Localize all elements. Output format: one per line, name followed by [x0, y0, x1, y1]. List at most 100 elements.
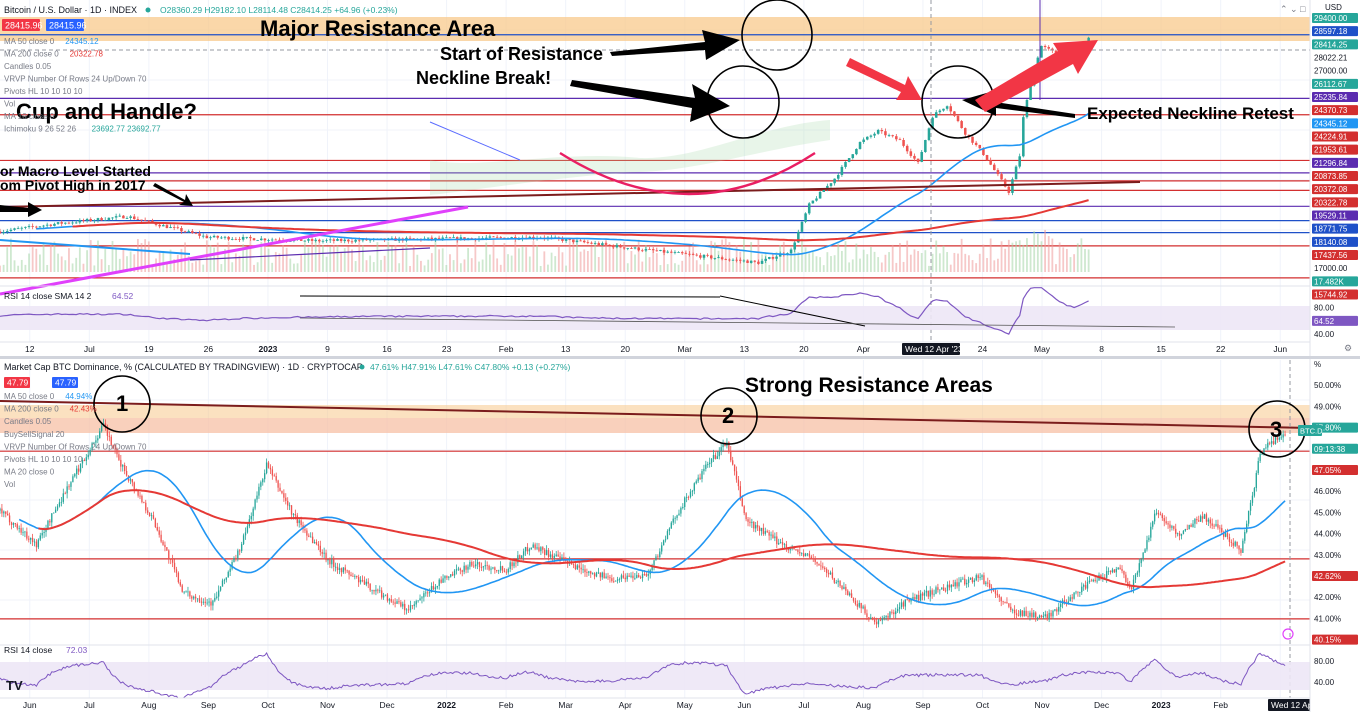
bottom-indicator-row[interactable]: MA 20 close 0 — [4, 468, 55, 477]
top-candle — [191, 229, 194, 234]
bottom-candle — [200, 597, 203, 607]
bottom-candle — [54, 506, 57, 513]
top-indicator-row[interactable]: Candles 0.05 — [4, 62, 52, 71]
top-candle — [201, 233, 205, 239]
bottom-candle — [578, 561, 580, 573]
top-candle — [895, 134, 898, 142]
svg-text:Vol: Vol — [4, 480, 15, 489]
top-window-controls[interactable]: ⌃ ⌄ □ — [1280, 4, 1306, 14]
volume-bar — [989, 238, 992, 272]
bottom-candle — [985, 580, 987, 587]
top-candle — [561, 236, 564, 243]
neckline-break-text: Neckline Break! — [416, 68, 551, 88]
volume-bar — [1004, 248, 1007, 272]
volume-bar — [151, 264, 154, 272]
bottom-candle — [862, 604, 864, 610]
volume-bar — [521, 246, 524, 272]
bottom-candle — [591, 572, 594, 575]
top-candle — [71, 221, 74, 225]
top-price-label: 80.00 — [1314, 304, 1335, 313]
bottom-candle — [561, 554, 563, 561]
bottom-indicator-row[interactable]: MA 200 close 0 42.43% — [4, 405, 97, 414]
bottom-candle — [340, 567, 343, 577]
top-axis-settings-icon[interactable]: ⚙ — [1344, 343, 1352, 353]
bottom-candle — [950, 584, 953, 592]
bottom-indicator-row[interactable]: Pivots HL 10 10 10 10 — [4, 455, 83, 464]
top-candle — [568, 239, 571, 241]
bottom-candle — [1213, 523, 1215, 529]
volume-bar — [681, 260, 684, 272]
bottom-candle — [49, 519, 51, 526]
bottom-candle — [875, 617, 878, 629]
bottom-indicator-row[interactable]: MA 50 close 0 44.94% — [4, 392, 92, 401]
btc-price-panel[interactable]: Major Resistance Area Start of Resistanc… — [0, 0, 1310, 352]
top-candle — [35, 225, 38, 230]
top-indicator-row[interactable]: VRVP Number Of Rows 24 Up/Down 70 — [4, 75, 147, 84]
top-time-label: 20 — [620, 344, 630, 354]
bottom-candle — [77, 464, 80, 476]
bottom-candle — [559, 552, 561, 563]
volume-bar — [757, 238, 760, 272]
bottom-candle — [185, 590, 187, 593]
volume-bar — [960, 238, 963, 272]
chevron-down-icon: ⌄ — [1290, 4, 1298, 14]
bottom-candle — [12, 522, 15, 528]
bottom-candle — [632, 571, 634, 582]
bottom-candle — [154, 517, 157, 529]
bottom-candle — [471, 560, 473, 568]
top-price-label: 28022.21 — [1314, 54, 1348, 63]
bottom-price-label: 42.00% — [1314, 593, 1341, 602]
bottom-candle — [1247, 510, 1250, 527]
bottom-candle — [747, 517, 749, 527]
bottom-candle — [1015, 609, 1018, 619]
top-indicator-row[interactable]: MA 10 close 0 — [4, 112, 55, 121]
top-candle — [836, 172, 840, 181]
top-indicator-row[interactable]: MA 200 close 0 20322.78 — [4, 50, 104, 59]
top-indicator-row[interactable]: Ichimoku 9 26 52 26 23692.77 23692.77 — [4, 125, 161, 134]
top-candle — [183, 230, 187, 233]
top-candle — [608, 244, 611, 246]
bottom-candle — [160, 530, 162, 544]
bottom-indicator-row[interactable]: BuySellSignal 20 — [4, 430, 65, 439]
svg-text:27000.00: 27000.00 — [1314, 67, 1348, 76]
top-time-label: 16 — [382, 344, 392, 354]
volume-bar — [271, 262, 274, 272]
volume-bar — [888, 252, 890, 272]
panel-separator[interactable] — [0, 356, 1360, 359]
bottom-indicator-row[interactable]: VRVP Number Of Rows 24 Up/Down 70 — [4, 442, 147, 451]
bottom-candle — [1234, 540, 1236, 548]
bottom-candle — [1171, 524, 1173, 531]
bottom-candle — [3, 510, 5, 518]
volume-bar — [514, 240, 517, 272]
bottom-candle — [173, 559, 176, 573]
top-indicator-row[interactable]: MA 50 close 0 24345.12 — [4, 37, 99, 46]
svg-text:64.52: 64.52 — [1314, 317, 1335, 326]
svg-text:44.00%: 44.00% — [1314, 530, 1341, 539]
bottom-candle — [931, 588, 933, 599]
top-candle — [691, 252, 695, 256]
volume-bar — [713, 242, 716, 272]
btc-dominance-panel[interactable]: 1 2 3 Strong Resistance Areas — [0, 360, 1311, 700]
bottom-candle — [689, 488, 692, 499]
bottom-candle — [989, 579, 991, 590]
bottom-candle — [7, 510, 9, 516]
bottom-candle — [252, 506, 254, 521]
top-time-label: Feb — [499, 344, 514, 354]
top-candle — [720, 255, 724, 261]
lightning-icon[interactable] — [1282, 628, 1294, 640]
top-candle — [67, 221, 71, 225]
bottom-time-label: Dec — [1094, 700, 1110, 710]
top-indicator-row[interactable]: Vol — [4, 100, 15, 109]
top-candle — [310, 236, 314, 244]
top-indicator-row[interactable]: Pivots HL 10 10 10 10 — [4, 87, 83, 96]
volume-bar — [851, 259, 854, 272]
bottom-candle — [630, 572, 632, 579]
bottom-indicator-row[interactable]: Candles 0.05 — [4, 417, 52, 426]
bottom-indicator-row[interactable]: Vol — [4, 480, 15, 489]
top-time-label: 15 — [1156, 344, 1166, 354]
top-candle — [807, 202, 811, 215]
bottom-candle — [423, 590, 425, 602]
rsi-trendline-c — [299, 317, 1176, 328]
bottom-candle — [661, 542, 663, 555]
bottom-candle — [231, 560, 233, 571]
